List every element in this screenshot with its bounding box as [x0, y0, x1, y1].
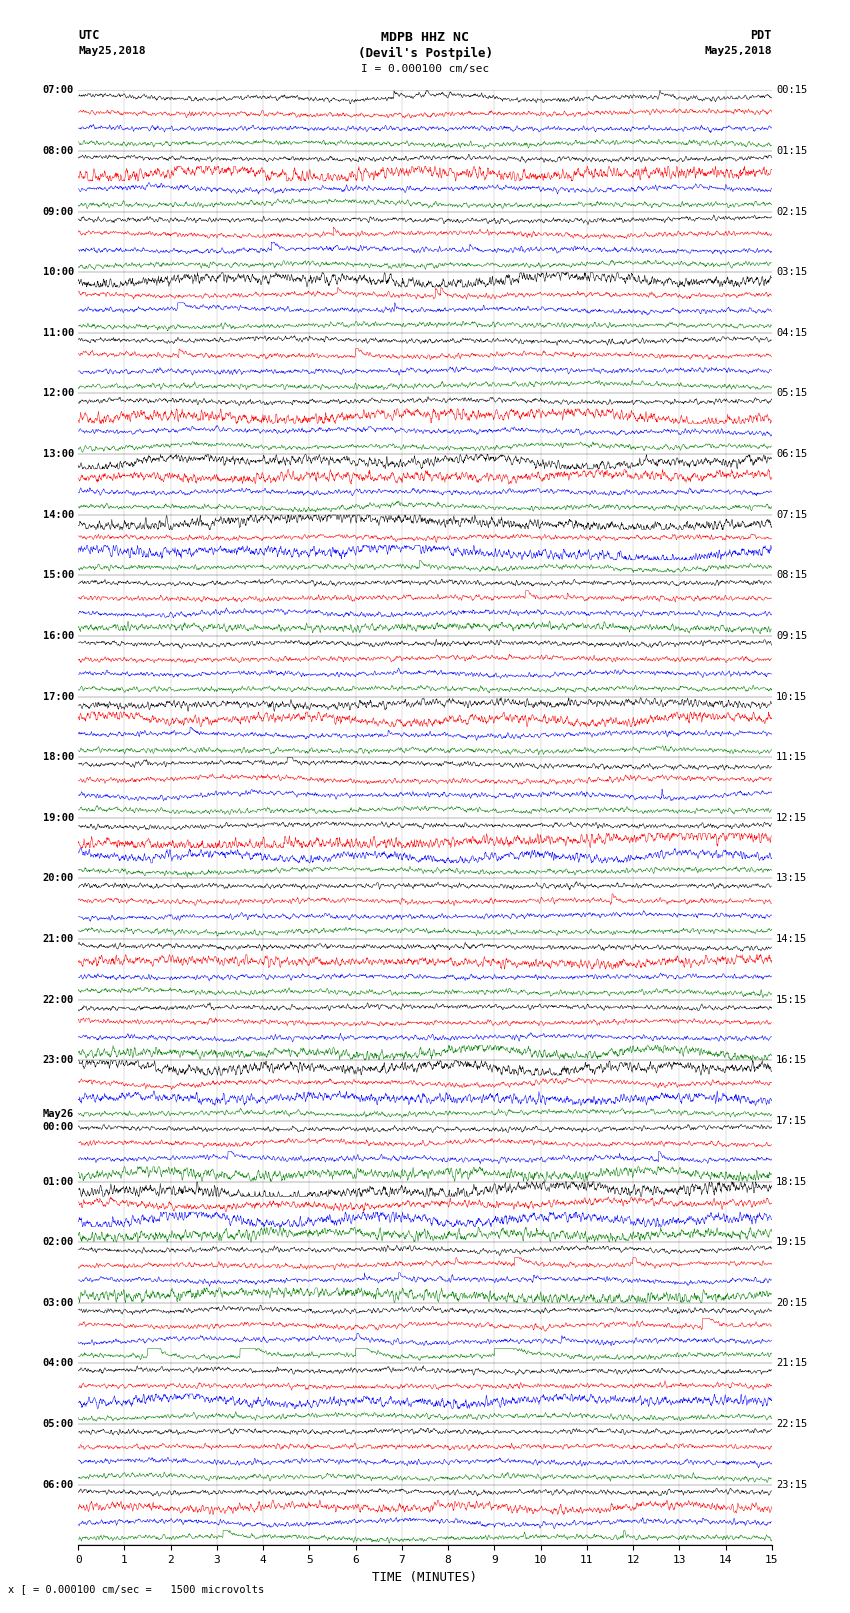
Text: 23:00: 23:00	[42, 1055, 74, 1065]
Text: 07:15: 07:15	[776, 510, 808, 519]
Text: 06:00: 06:00	[42, 1479, 74, 1490]
Text: 05:15: 05:15	[776, 389, 808, 398]
Text: 03:00: 03:00	[42, 1298, 74, 1308]
Text: 13:15: 13:15	[776, 873, 808, 884]
X-axis label: TIME (MINUTES): TIME (MINUTES)	[372, 1571, 478, 1584]
Text: 15:15: 15:15	[776, 995, 808, 1005]
Text: 16:00: 16:00	[42, 631, 74, 640]
Text: 04:15: 04:15	[776, 327, 808, 337]
Text: 01:00: 01:00	[42, 1176, 74, 1187]
Text: 14:15: 14:15	[776, 934, 808, 944]
Text: 07:00: 07:00	[42, 85, 74, 95]
Text: (Devil's Postpile): (Devil's Postpile)	[358, 47, 492, 60]
Text: 21:15: 21:15	[776, 1358, 808, 1368]
Text: 03:15: 03:15	[776, 268, 808, 277]
Text: 08:15: 08:15	[776, 571, 808, 581]
Text: 14:00: 14:00	[42, 510, 74, 519]
Text: 20:00: 20:00	[42, 873, 74, 884]
Text: 10:00: 10:00	[42, 268, 74, 277]
Text: 12:15: 12:15	[776, 813, 808, 823]
Text: 00:00: 00:00	[42, 1123, 74, 1132]
Text: 05:00: 05:00	[42, 1419, 74, 1429]
Text: 12:00: 12:00	[42, 389, 74, 398]
Text: 18:00: 18:00	[42, 752, 74, 763]
Text: 11:15: 11:15	[776, 752, 808, 763]
Text: 02:00: 02:00	[42, 1237, 74, 1247]
Text: 09:15: 09:15	[776, 631, 808, 640]
Text: 08:00: 08:00	[42, 145, 74, 156]
Text: 17:15: 17:15	[776, 1116, 808, 1126]
Text: 15:00: 15:00	[42, 571, 74, 581]
Text: 19:15: 19:15	[776, 1237, 808, 1247]
Text: 17:00: 17:00	[42, 692, 74, 702]
Text: x [ = 0.000100 cm/sec =   1500 microvolts: x [ = 0.000100 cm/sec = 1500 microvolts	[8, 1584, 264, 1594]
Text: 11:00: 11:00	[42, 327, 74, 337]
Text: 16:15: 16:15	[776, 1055, 808, 1065]
Text: 19:00: 19:00	[42, 813, 74, 823]
Text: I = 0.000100 cm/sec: I = 0.000100 cm/sec	[361, 65, 489, 74]
Text: 22:15: 22:15	[776, 1419, 808, 1429]
Text: May26: May26	[42, 1110, 74, 1119]
Text: 21:00: 21:00	[42, 934, 74, 944]
Text: 06:15: 06:15	[776, 448, 808, 460]
Text: 09:00: 09:00	[42, 206, 74, 216]
Text: 13:00: 13:00	[42, 448, 74, 460]
Text: 01:15: 01:15	[776, 145, 808, 156]
Text: May25,2018: May25,2018	[705, 47, 772, 56]
Text: 04:00: 04:00	[42, 1358, 74, 1368]
Text: PDT: PDT	[751, 29, 772, 42]
Text: 23:15: 23:15	[776, 1479, 808, 1490]
Text: May25,2018: May25,2018	[78, 47, 145, 56]
Text: 02:15: 02:15	[776, 206, 808, 216]
Text: 20:15: 20:15	[776, 1298, 808, 1308]
Text: MDPB HHZ NC: MDPB HHZ NC	[381, 31, 469, 44]
Text: 00:15: 00:15	[776, 85, 808, 95]
Text: UTC: UTC	[78, 29, 99, 42]
Text: 10:15: 10:15	[776, 692, 808, 702]
Text: 22:00: 22:00	[42, 995, 74, 1005]
Text: 18:15: 18:15	[776, 1176, 808, 1187]
